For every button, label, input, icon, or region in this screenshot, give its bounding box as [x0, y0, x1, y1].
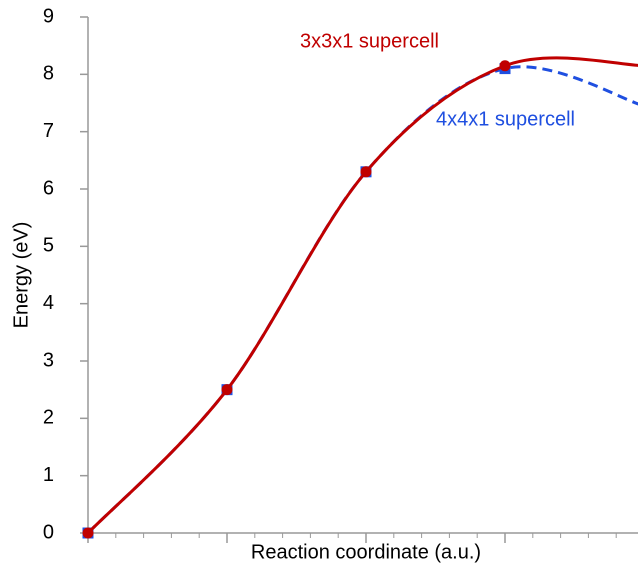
y-axis-label: Energy (eV)	[10, 222, 32, 329]
y-tick-label: 6	[43, 177, 54, 199]
series-label: 4x4x1 supercell	[436, 108, 575, 130]
y-tick-label: 3	[43, 349, 54, 371]
y-tick-label: 5	[43, 235, 54, 257]
series-line	[86, 56, 638, 535]
x-axis-label: Reaction coordinate (a.u.)	[251, 541, 481, 563]
marker	[82, 527, 94, 539]
plot-area	[82, 56, 638, 539]
y-tick-label: 8	[43, 63, 54, 85]
marker	[499, 60, 511, 72]
marker	[221, 384, 233, 396]
series-line	[86, 65, 638, 535]
y-tick-label: 0	[43, 521, 54, 543]
y-tick-label: 9	[43, 5, 54, 27]
y-tick-label: 1	[43, 464, 54, 486]
y-tick-label: 4	[43, 292, 54, 314]
y-tick-label: 2	[43, 407, 54, 429]
marker	[360, 166, 372, 178]
y-tick-label: 7	[43, 120, 54, 142]
series-label: 3x3x1 supercell	[300, 30, 439, 52]
